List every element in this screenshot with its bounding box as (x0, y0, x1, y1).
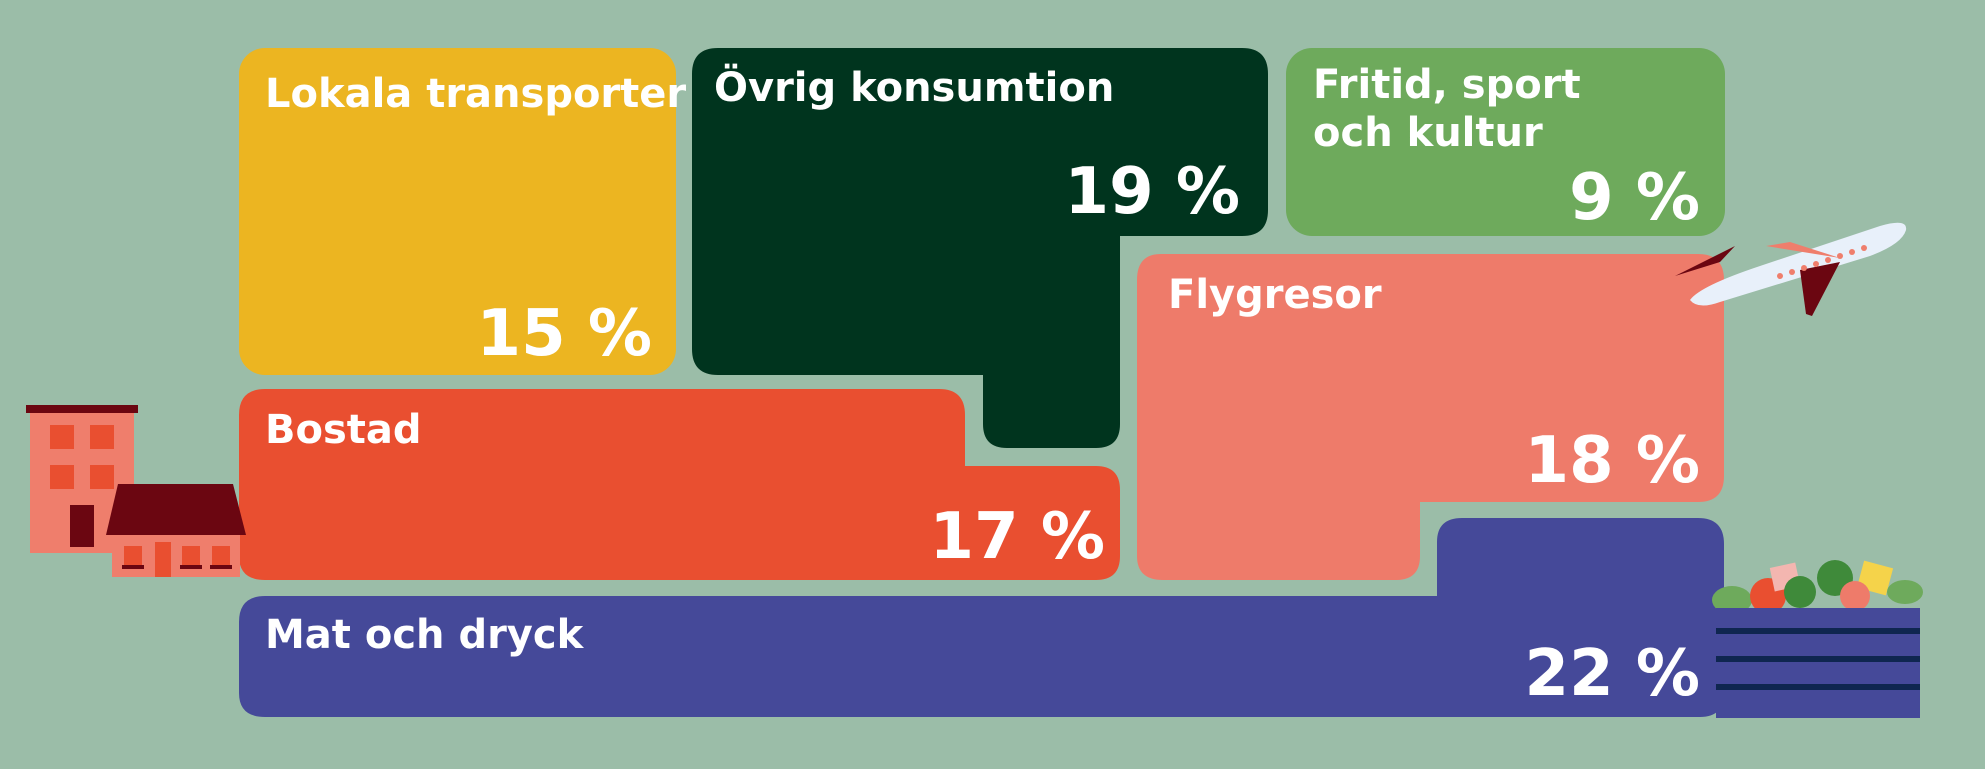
region-ovrig-konsumtion (692, 48, 1268, 448)
region-lokala-transporter (239, 48, 676, 375)
value-fritid-sport-och-kultur: 9 % (1569, 161, 1700, 235)
value-flygresor: 18 % (1524, 424, 1700, 498)
label-bostad: Bostad (265, 407, 422, 453)
label-fritid-sport-och-kultur: Fritid, sport och kultur (1313, 62, 1581, 156)
region-mat-och-dryck (239, 518, 1724, 717)
label-ovrig-konsumtion: Övrig konsumtion (714, 65, 1115, 111)
label-flygresor: Flygresor (1168, 272, 1382, 318)
value-mat-och-dryck: 22 % (1524, 637, 1700, 711)
region-bostad (239, 389, 1120, 580)
region-fritid-sport-och-kultur (1286, 48, 1725, 236)
house-icon (106, 484, 246, 577)
label-lokala-transporter: Lokala transporter (265, 71, 687, 117)
label-mat-och-dryck: Mat och dryck (265, 612, 584, 658)
airplane-icon (1675, 222, 1907, 316)
value-bostad: 17 % (929, 500, 1105, 574)
value-ovrig-konsumtion: 19 % (1064, 155, 1240, 229)
value-lokala-transporter: 15 % (476, 297, 652, 371)
food-crate-icon (1712, 560, 1923, 718)
region-flygresor (1137, 254, 1724, 580)
